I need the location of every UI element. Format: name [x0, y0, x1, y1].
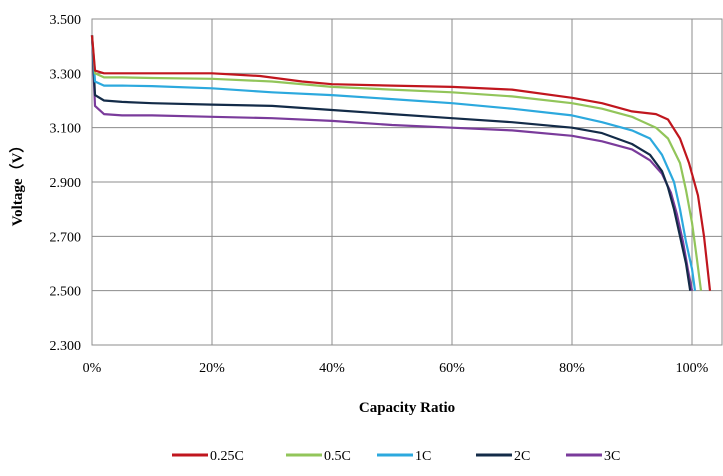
series-line-1c: [90, 35, 697, 291]
legend-label: 2C: [514, 449, 530, 464]
x-tick-label: 100%: [676, 361, 709, 376]
x-tick-label: 60%: [439, 361, 465, 376]
y-tick-label: 3.300: [50, 67, 82, 82]
series-line-0-5c: [90, 35, 703, 291]
y-tick-label: 2.900: [50, 176, 82, 191]
y-axis-title: Voltage（V）: [8, 138, 26, 227]
x-axis-title: Capacity Ratio: [359, 400, 455, 416]
x-tick-label: 20%: [199, 361, 225, 376]
y-tick-label: 3.500: [50, 13, 82, 28]
x-tick-label: 0%: [83, 361, 102, 376]
y-axis-tick-labels: 2.300 2.500 2.700 2.900 3.100 3.300 3.500: [50, 13, 82, 354]
legend-label: 0.25C: [210, 449, 244, 464]
x-tick-label: 80%: [559, 361, 585, 376]
y-tick-label: 3.100: [50, 122, 82, 137]
legend-label: 3C: [604, 449, 620, 464]
x-tick-label: 40%: [319, 361, 345, 376]
series-lines: [90, 35, 712, 291]
legend-label: 1C: [415, 449, 431, 464]
series-line-3c: [90, 35, 694, 291]
y-tick-label: 2.300: [50, 339, 82, 354]
legend: 0.25C 0.5C 1C 2C 3C: [172, 449, 620, 464]
series-line-0-25c: [90, 35, 712, 291]
legend-label: 0.5C: [324, 449, 351, 464]
y-tick-label: 2.700: [50, 230, 82, 245]
y-tick-label: 2.500: [50, 285, 82, 300]
series-line-2c: [90, 35, 692, 291]
plot-area-border: [91, 18, 723, 346]
x-axis-tick-labels: 0% 20% 40% 60% 80% 100%: [83, 361, 709, 376]
